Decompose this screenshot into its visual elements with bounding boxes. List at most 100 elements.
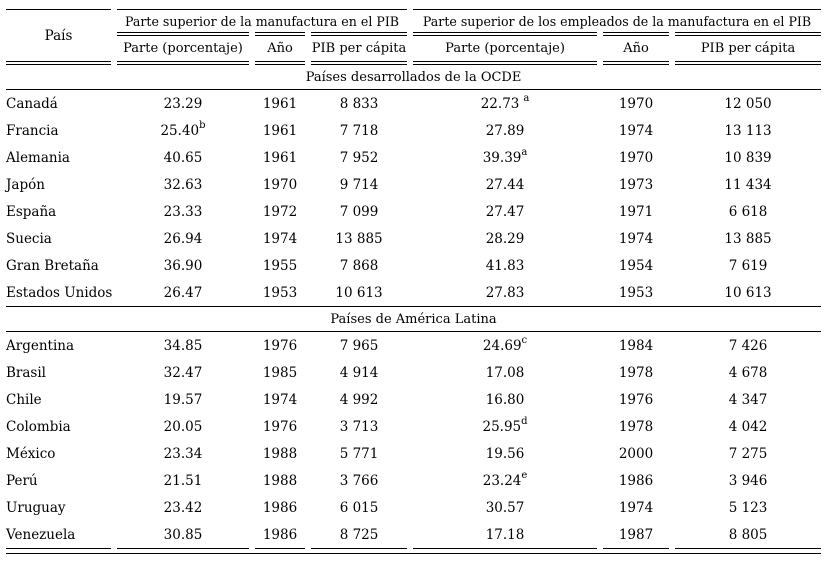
year-cell: 1974 [618, 230, 654, 247]
manufacturing-share-table: País Parte superior de la manufactura en… [0, 9, 827, 554]
section-title: Países de América Latina [6, 306, 822, 332]
gdp-per-capita-cell: 4 914 [339, 364, 379, 381]
table-row: México 23.34 1988 5 771 19.56 2000 7 275 [6, 440, 821, 467]
gdp-per-capita-cell: 7 099 [339, 203, 379, 220]
share-value: 22.73 [480, 95, 520, 112]
year-cell: 1976 [618, 391, 654, 408]
country-cell: Colombia [6, 418, 71, 435]
year-cell: 1987 [603, 521, 670, 549]
share-value: 32.63 [163, 176, 203, 193]
share-cell: 23.24e [413, 467, 597, 494]
gdp-per-capita-cell: 8 833 [339, 95, 379, 112]
group-header-row: País Parte superior de la manufactura en… [6, 9, 822, 65]
table-row: Chile 19.57 1974 4 992 16.80 1976 4 347 [6, 386, 821, 413]
footnote-marker: a [523, 93, 530, 104]
gdp-per-capita-cell: 4 678 [728, 364, 768, 381]
gdp-per-capita-cell: 10 613 [335, 284, 383, 301]
year-cell: 1976 [262, 337, 298, 354]
share-cell: 40.65 [117, 144, 249, 171]
gdp-per-capita-cell: 4 347 [728, 391, 768, 408]
share-value: 25.95 [482, 418, 522, 435]
share-cell: 27.47 [413, 198, 597, 225]
year-cell: 1973 [618, 176, 654, 193]
table-row: Estados Unidos 26.47 1953 10 613 27.83 1953 10… [6, 279, 821, 306]
table-row: Japón 32.63 1970 9 714 27.44 1973 11 434 [6, 171, 821, 198]
share-value: 26.47 [163, 284, 203, 301]
share-cell: 28.29 [413, 225, 597, 252]
column-header-share-1: Parte (porcentaje) [117, 32, 249, 65]
table-row: Colombia 20.05 1976 3 713 25.95d 1978 4 042 [6, 413, 821, 440]
column-header-gdp-per-capita-1: PIB per cápita [311, 32, 408, 65]
table-body: Países desarrollados de la OCDE Canadá 23.… [6, 65, 822, 549]
year-cell: 1954 [618, 257, 654, 274]
gdp-per-capita-cell: 7 426 [728, 337, 768, 354]
share-value: 25.40 [160, 122, 200, 139]
share-cell: 30.85 [117, 521, 249, 549]
country-cell: Brasil [6, 364, 46, 381]
share-cell: 22.73 a [413, 90, 597, 117]
country-cell: Venezuela [6, 521, 111, 549]
share-cell: 27.83 [413, 279, 597, 306]
country-cell: Alemania [6, 149, 70, 166]
column-header-gdp-per-capita-2: PIB per cápita [675, 32, 822, 65]
table-row: Canadá 23.29 1961 8 833 22.73 a 1970 12 050 [6, 90, 821, 117]
share-value: 40.65 [163, 149, 203, 166]
gdp-per-capita-cell: 3 946 [728, 472, 768, 489]
gdp-per-capita-cell: 7 868 [339, 257, 379, 274]
footnote-marker: a [521, 147, 528, 158]
year-cell: 1974 [262, 391, 298, 408]
gdp-per-capita-cell: 12 050 [724, 95, 772, 112]
table-row: Uruguay 23.42 1986 6 015 30.57 1974 5 123 [6, 494, 821, 521]
share-cell: 32.47 [117, 359, 249, 386]
year-cell: 1985 [262, 364, 298, 381]
gdp-per-capita-cell: 4 992 [339, 391, 379, 408]
year-cell: 1971 [618, 203, 654, 220]
table-row: España 23.33 1972 7 099 27.47 1971 6 618 [6, 198, 821, 225]
table-row: Alemania 40.65 1961 7 952 39.39a 1970 10 839 [6, 144, 821, 171]
column-header-year-1: Año [255, 32, 305, 65]
gdp-per-capita-cell: 11 434 [724, 176, 772, 193]
year-cell: 1986 [262, 499, 298, 516]
share-value: 23.24 [482, 472, 522, 489]
share-value: 23.29 [163, 95, 203, 112]
section-title: Países desarrollados de la OCDE [6, 65, 822, 90]
group-header-manufacturing-share-gdp: Parte superior de la manufactura en el P… [117, 9, 408, 32]
footnote-marker: b [199, 120, 206, 131]
year-cell: 1961 [262, 122, 298, 139]
bottom-rule-row [6, 549, 822, 554]
share-value: 23.42 [163, 499, 203, 516]
gdp-per-capita-cell: 8 725 [311, 521, 408, 549]
year-cell: 1976 [262, 418, 298, 435]
share-value: 19.57 [163, 391, 203, 408]
share-value: 23.34 [163, 445, 203, 462]
share-value: 20.05 [163, 418, 203, 435]
year-cell: 1984 [618, 337, 654, 354]
country-cell: México [6, 445, 56, 462]
column-header-share-2: Parte (porcentaje) [413, 32, 598, 65]
sub-header-row: Parte (porcentaje) Año PIB per cápita Pa… [6, 32, 822, 65]
country-cell: Argentina [6, 337, 75, 354]
share-value: 27.47 [485, 203, 525, 220]
table-row: Venezuela 30.85 1986 8 725 17.18 1987 8 805 [6, 521, 822, 549]
table-row: Gran Bretaña 36.90 1955 7 868 41.83 1954 7 619 [6, 252, 821, 279]
table-row: Perú 21.51 1988 3 766 23.24e 1986 3 946 [6, 467, 821, 494]
year-cell: 1974 [262, 230, 298, 247]
share-value: 36.90 [163, 257, 203, 274]
share-cell: 20.05 [117, 413, 249, 440]
year-cell: 1961 [262, 149, 298, 166]
share-cell: 41.83 [413, 252, 597, 279]
share-value: 19.56 [485, 445, 525, 462]
gdp-per-capita-cell: 10 839 [724, 149, 772, 166]
year-cell: 1986 [618, 472, 654, 489]
share-cell: 19.57 [117, 386, 249, 413]
gdp-per-capita-cell: 7 619 [728, 257, 768, 274]
table-row: Francia 25.40b 1961 7 718 27.89 1974 13 113 [6, 117, 821, 144]
year-cell: 2000 [618, 445, 654, 462]
year-cell: 1972 [262, 203, 298, 220]
country-cell: Gran Bretaña [6, 257, 99, 274]
share-cell: 39.39a [413, 144, 597, 171]
share-value: 39.39 [482, 149, 522, 166]
year-cell: 1961 [262, 95, 298, 112]
share-cell: 34.85 [117, 332, 249, 359]
country-cell: Uruguay [6, 499, 66, 516]
